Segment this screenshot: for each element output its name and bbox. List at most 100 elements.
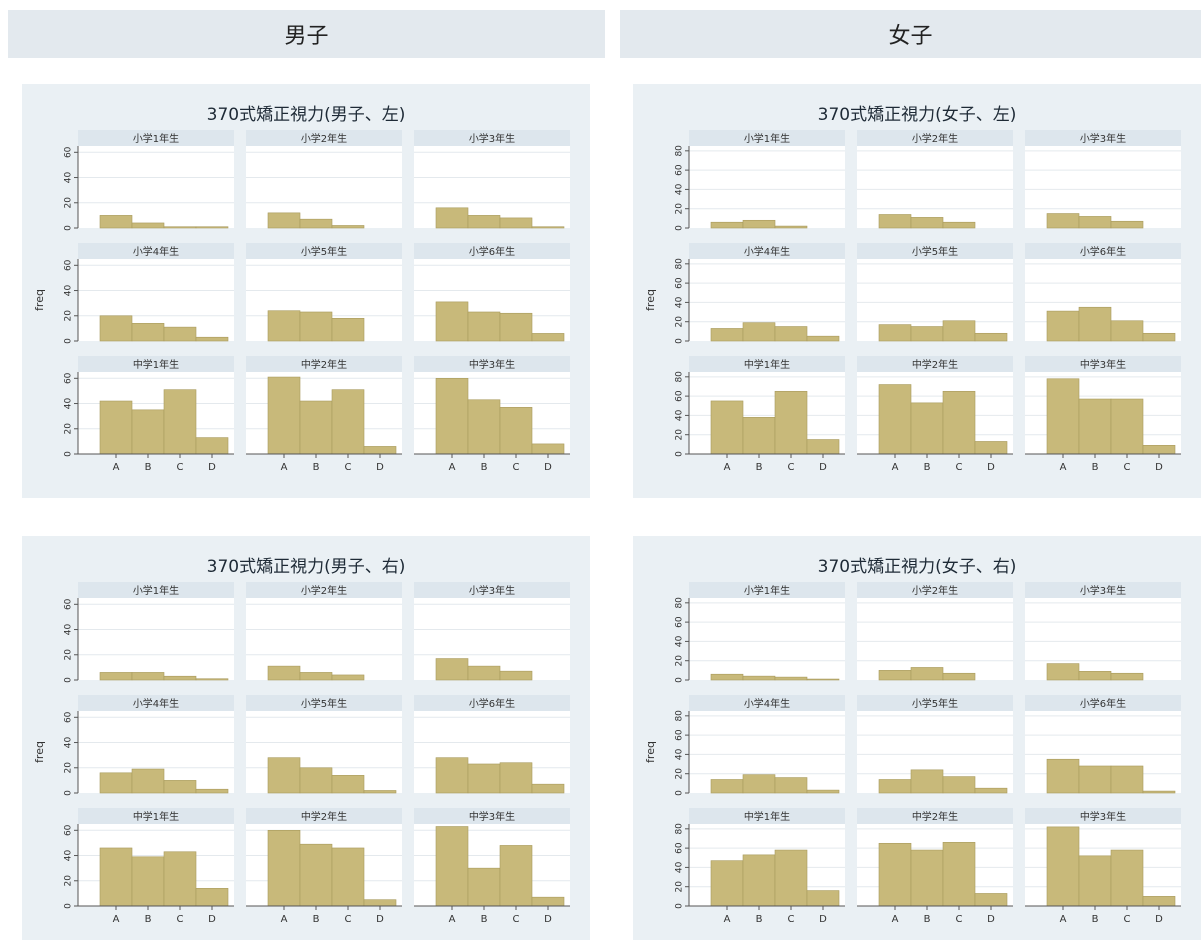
y-tick-label: 80 bbox=[675, 371, 685, 383]
x-tick-label: D bbox=[819, 914, 827, 925]
bar-B bbox=[299, 843, 333, 907]
facet-小学1年生: 小学1年生 0 20 40 60 80 bbox=[675, 130, 845, 231]
bar-B bbox=[742, 774, 776, 794]
facet-strip bbox=[857, 243, 1013, 259]
facet-strip bbox=[857, 130, 1013, 146]
facet-label: 小学2年生 bbox=[912, 584, 958, 597]
x-tick-label: C bbox=[513, 462, 520, 473]
bar-A bbox=[878, 842, 912, 907]
bar-B bbox=[131, 222, 165, 229]
facet-strip bbox=[1025, 695, 1181, 711]
facet-label: 小学5年生 bbox=[912, 245, 958, 258]
x-tick-label: D bbox=[819, 462, 827, 473]
y-tick-label: 40 bbox=[64, 285, 74, 297]
bar-D bbox=[363, 446, 397, 455]
facet-label: 中学2年生 bbox=[301, 810, 347, 823]
x-tick-label: B bbox=[1092, 914, 1099, 925]
x-tick-label: D bbox=[376, 914, 384, 925]
x-tick-label: A bbox=[449, 914, 456, 925]
bar-D bbox=[195, 888, 229, 907]
bar-C bbox=[163, 675, 197, 681]
bar-B bbox=[742, 417, 776, 455]
facet-中学1年生: 中学1年生 0 20 40 60 A B C D bbox=[64, 356, 234, 473]
bar-C bbox=[163, 851, 197, 907]
facet-中学2年生: 中学2年生 A B C D bbox=[246, 808, 402, 925]
facet-小学5年生: 小学5年生 bbox=[857, 695, 1013, 794]
x-tick-label: C bbox=[956, 914, 963, 925]
y-tick-label: 60 bbox=[675, 842, 685, 854]
facet-label: 小学2年生 bbox=[301, 584, 347, 597]
facet-label: 中学1年生 bbox=[133, 810, 179, 823]
bar-B bbox=[467, 665, 501, 681]
plot-area bbox=[689, 146, 845, 228]
x-tick-label: D bbox=[1155, 462, 1163, 473]
bar-C bbox=[331, 389, 365, 455]
bar-C bbox=[774, 777, 808, 794]
bar-B bbox=[742, 322, 776, 342]
facet-label: 小学4年生 bbox=[744, 245, 790, 258]
bar-B bbox=[910, 326, 944, 342]
facet-小学4年生: 小学4年生 0 20 40 60 80 bbox=[675, 243, 845, 344]
bar-B bbox=[299, 311, 333, 342]
x-tick-label: C bbox=[1124, 462, 1131, 473]
facet-strip bbox=[414, 808, 570, 824]
y-tick-label: 0 bbox=[64, 451, 74, 457]
y-tick-label: 0 bbox=[675, 338, 685, 344]
y-tick-label: 20 bbox=[64, 423, 74, 435]
facet-label: 中学1年生 bbox=[744, 810, 790, 823]
facet-strip bbox=[1025, 130, 1181, 146]
facet-小学4年生: 小学4年生 0 20 40 60 80 bbox=[675, 695, 845, 796]
facet-strip bbox=[414, 243, 570, 259]
bar-D bbox=[531, 443, 565, 455]
y-tick-label: 40 bbox=[64, 737, 74, 749]
bar-D bbox=[363, 899, 397, 907]
bar-D bbox=[531, 896, 565, 907]
bar-B bbox=[299, 218, 333, 229]
facet-label: 小学1年生 bbox=[133, 132, 179, 145]
facet-strip bbox=[414, 356, 570, 372]
bar-A bbox=[435, 378, 469, 455]
x-tick-label: B bbox=[145, 914, 152, 925]
bar-A bbox=[99, 215, 133, 229]
y-tick-label: 40 bbox=[675, 861, 685, 873]
plot-area bbox=[689, 598, 845, 680]
bar-C bbox=[499, 407, 533, 455]
bar-A bbox=[1046, 310, 1080, 342]
facet-strip bbox=[857, 356, 1013, 372]
y-axis-label: freq bbox=[644, 289, 657, 311]
x-tick-label: B bbox=[145, 462, 152, 473]
facet-label: 小学4年生 bbox=[133, 697, 179, 710]
x-tick-label: C bbox=[345, 914, 352, 925]
bar-A bbox=[435, 301, 469, 342]
facet-label: 小学1年生 bbox=[133, 584, 179, 597]
facet-中学2年生: 中学2年生 A B C D bbox=[857, 356, 1013, 473]
bar-C bbox=[942, 776, 976, 794]
bar-A bbox=[99, 672, 133, 681]
facet-strip bbox=[246, 695, 402, 711]
facet-strip bbox=[414, 695, 570, 711]
bar-B bbox=[467, 763, 501, 794]
x-tick-label: C bbox=[177, 914, 184, 925]
x-tick-label: C bbox=[177, 462, 184, 473]
bar-A bbox=[878, 670, 912, 681]
facet-strip bbox=[689, 356, 845, 372]
y-tick-label: 20 bbox=[675, 768, 685, 780]
facet-小学1年生: 小学1年生 0 20 40 60 bbox=[64, 582, 234, 683]
facet-中学1年生: 中学1年生 0 20 40 60 80 A B C D bbox=[675, 808, 845, 925]
bar-A bbox=[99, 315, 133, 342]
bar-C bbox=[942, 320, 976, 342]
y-tick-label: 60 bbox=[64, 824, 74, 836]
y-tick-label: 0 bbox=[64, 338, 74, 344]
facet-strip bbox=[246, 808, 402, 824]
facet-strip bbox=[78, 695, 234, 711]
facet-小学3年生: 小学3年生 bbox=[414, 130, 570, 229]
bar-B bbox=[910, 667, 944, 681]
x-tick-label: C bbox=[513, 914, 520, 925]
facet-中学2年生: 中学2年生 A B C D bbox=[857, 808, 1013, 925]
y-tick-label: 80 bbox=[675, 597, 685, 609]
y-tick-label: 0 bbox=[675, 790, 685, 796]
facet-中学3年生: 中学3年生 A B C D bbox=[414, 356, 570, 473]
facet-label: 小学4年生 bbox=[744, 697, 790, 710]
bar-C bbox=[163, 389, 197, 455]
